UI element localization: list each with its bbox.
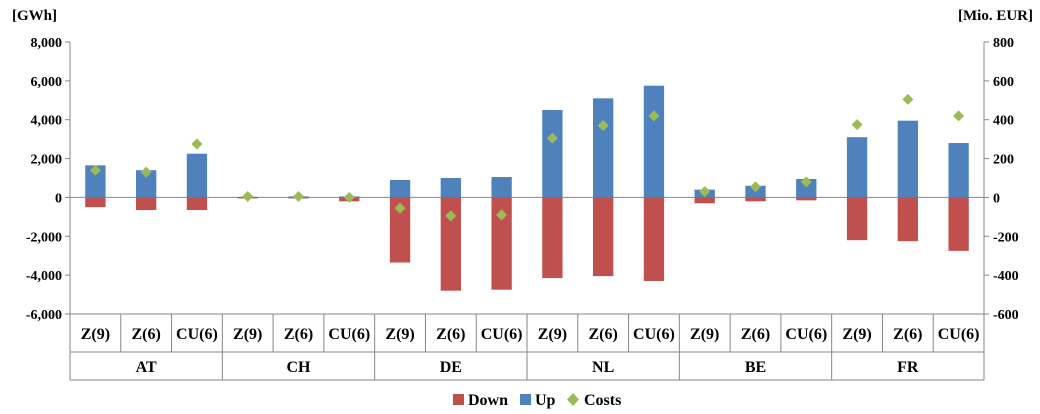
right-axis-unit: [Mio. EUR] [958, 8, 1033, 24]
up-bar [542, 110, 563, 198]
down-bar [136, 197, 157, 211]
category-label: Z(6) [589, 326, 618, 343]
up-bar [643, 85, 665, 198]
plot-area: 8,000 6,000 4,000 2,000 0 -2,000 -4,000 -6,000 8… [26, 36, 1019, 381]
group-label: BE [745, 359, 766, 376]
left-tick-label: 6,000 [31, 75, 63, 90]
up-bar [846, 137, 868, 198]
legend-costs-label: Costs [584, 392, 621, 409]
right-tick-label: -400 [993, 269, 1019, 284]
left-axis-unit: [GWh] [12, 8, 57, 24]
left-tick-label: 4,000 [31, 114, 63, 129]
category-label: CU(6) [633, 326, 675, 343]
category-label: Z(6) [893, 326, 922, 343]
up-bar [136, 170, 157, 198]
up-bar [186, 153, 208, 198]
category-label: Z(9) [538, 326, 567, 343]
down-bar [745, 197, 766, 202]
category-label: Z(6) [132, 326, 161, 343]
down-bar [796, 197, 817, 201]
up-bar [389, 179, 411, 198]
up-bar [948, 143, 969, 198]
right-tick-label: 0 [993, 191, 1000, 206]
legend-costs-marker [567, 393, 579, 406]
category-label: CU(6) [785, 326, 827, 343]
up-bar [796, 178, 817, 198]
costs-marker [242, 190, 254, 202]
costs-marker [546, 132, 558, 144]
down-bar [389, 197, 411, 263]
left-tick-label: -2,000 [26, 230, 62, 245]
costs-marker [140, 166, 152, 178]
costs-marker [800, 176, 812, 188]
costs-marker [293, 190, 304, 202]
costs-marker [750, 181, 761, 193]
down-bar [542, 197, 563, 279]
costs-marker [394, 202, 406, 214]
costs-marker [902, 93, 914, 105]
right-tick-label: -200 [993, 230, 1019, 245]
up-bar [593, 98, 614, 198]
costs-marker [648, 110, 660, 122]
costs-marker [953, 110, 965, 122]
left-tick-label: -6,000 [26, 308, 62, 323]
costs-marker [597, 120, 609, 132]
down-bar [440, 197, 461, 291]
up-bar [440, 178, 461, 198]
category-label: Z(6) [436, 326, 465, 343]
up-bar [491, 177, 512, 198]
group-label: CH [287, 359, 312, 376]
group-label: DE [440, 359, 462, 376]
down-bar [948, 197, 969, 251]
legend-up-label: Up [535, 392, 556, 409]
up-bar [85, 165, 106, 198]
down-bar [491, 197, 512, 290]
category-label: CU(6) [938, 326, 980, 343]
down-bar [85, 197, 106, 208]
right-tick-label: 800 [993, 36, 1014, 51]
right-tick-label: 600 [993, 75, 1014, 90]
costs-marker [496, 209, 508, 221]
left-tick-label: 0 [55, 191, 62, 206]
down-bar [186, 197, 208, 211]
category-label: Z(9) [81, 326, 110, 343]
right-tick-label: 200 [993, 153, 1014, 168]
down-bar [643, 197, 665, 281]
group-label: NL [592, 359, 614, 376]
down-bar [897, 197, 918, 242]
legend: Down Up Costs [453, 392, 621, 409]
down-bar [846, 197, 868, 241]
legend-up-swatch [520, 394, 531, 405]
category-label: CU(6) [176, 326, 218, 343]
category-label: Z(9) [385, 326, 414, 343]
costs-marker [89, 164, 101, 176]
category-label: CU(6) [328, 326, 370, 343]
costs-marker [343, 191, 355, 203]
down-bar [593, 197, 614, 277]
left-tick-label: -4,000 [26, 269, 62, 284]
costs-marker [851, 119, 863, 131]
category-label: Z(9) [690, 326, 719, 343]
group-label: FR [897, 359, 919, 376]
group-label: AT [136, 359, 157, 376]
category-label: CU(6) [481, 326, 523, 343]
up-bar [897, 120, 918, 198]
left-tick-label: 8,000 [31, 36, 63, 51]
category-label: Z(9) [842, 326, 871, 343]
category-label: Z(6) [284, 326, 313, 343]
down-bar [694, 197, 715, 204]
category-label: Z(6) [741, 326, 770, 343]
legend-down-swatch [453, 394, 464, 405]
right-tick-label: -600 [993, 308, 1019, 323]
legend-down-label: Down [468, 392, 508, 409]
category-label: Z(9) [233, 326, 262, 343]
costs-marker [699, 186, 711, 198]
left-tick-label: 2,000 [31, 153, 63, 168]
costs-marker [445, 210, 457, 222]
right-tick-label: 400 [993, 114, 1014, 129]
costs-marker [191, 138, 203, 150]
